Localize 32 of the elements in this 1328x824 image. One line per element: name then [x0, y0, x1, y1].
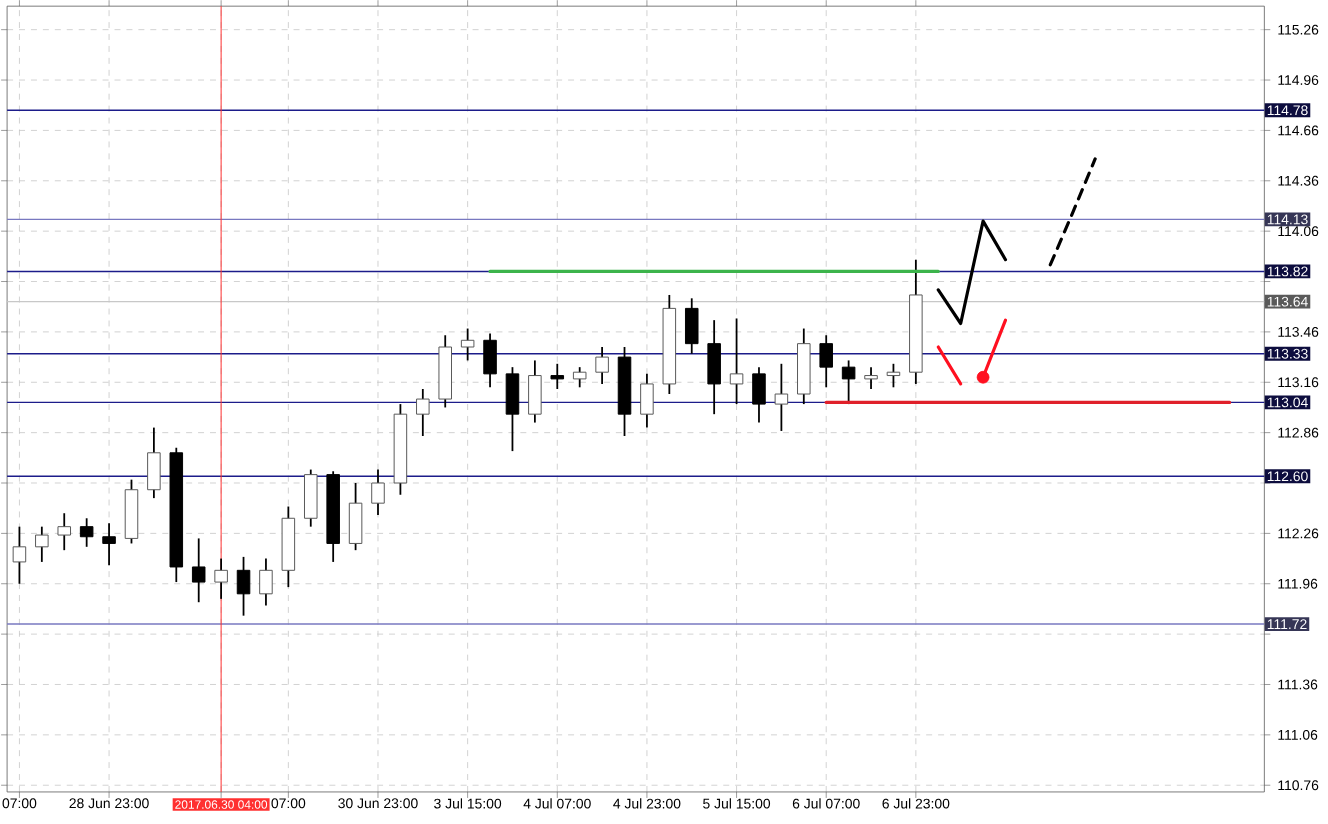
- candlestick: [729, 317, 744, 406]
- candlestick: [102, 522, 116, 567]
- candlestick: [348, 482, 363, 552]
- line-series: [936, 219, 1008, 326]
- candlestick: [864, 366, 878, 390]
- candlestick: [191, 537, 206, 604]
- candlestick: [460, 327, 475, 362]
- candlestick: [572, 366, 587, 389]
- candlestick: [12, 525, 27, 585]
- candlestick: [371, 468, 385, 516]
- candlestick: [528, 359, 542, 424]
- candlestick: [640, 373, 654, 429]
- candlestick: [236, 556, 251, 617]
- candlestick: [505, 366, 520, 453]
- candlestick: [79, 517, 94, 548]
- candlestick: [886, 362, 901, 389]
- candlestick: [684, 297, 699, 355]
- candlestick: [416, 388, 430, 437]
- candlestick: [550, 362, 565, 390]
- candlestick: [707, 319, 721, 416]
- candlestick: [841, 359, 856, 406]
- candlestick: [819, 334, 833, 389]
- candlestick: [595, 346, 609, 385]
- candlestick: [57, 512, 72, 552]
- candlestick: [214, 557, 228, 600]
- candlestick: [303, 468, 318, 528]
- candlestick: [483, 332, 497, 389]
- candlestick: [752, 366, 766, 424]
- candlestick: [774, 362, 789, 432]
- candlestick: [35, 525, 49, 563]
- candlestick: [259, 557, 273, 607]
- candlestick: [147, 426, 161, 500]
